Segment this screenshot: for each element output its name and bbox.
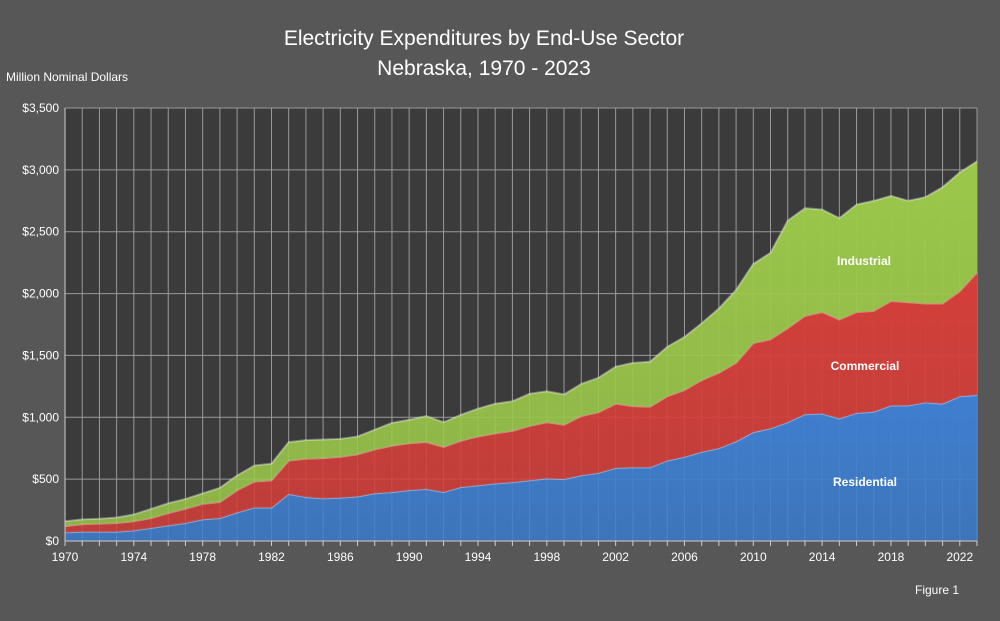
x-tick-label: 1970 (52, 550, 79, 564)
series-label-industrial: Industrial (837, 254, 891, 268)
series-label-residential: Residential (833, 475, 897, 489)
y-tick-label: $3,500 (22, 101, 59, 115)
subtitle-line: Nebraska, 1970 - 2023 (377, 57, 591, 80)
y-tick-label: $1,000 (22, 410, 59, 424)
x-tick-label: 1982 (258, 550, 285, 564)
y-tick-label: $0 (46, 534, 60, 548)
area-edge-industrial (64, 160, 978, 523)
x-tick-label: 1978 (189, 550, 216, 564)
y-tick-label: $3,000 (22, 163, 59, 177)
area-residential (65, 395, 977, 541)
x-tick-label: 2018 (878, 550, 905, 564)
chart-title: Electricity Expenditures by End-Use Sect… (0, 24, 968, 84)
x-tick-label: 2006 (671, 550, 698, 564)
x-tick-label: 2022 (946, 550, 973, 564)
figure-label: Figure 1 (915, 583, 960, 597)
series-label-commercial: Commercial (831, 359, 900, 373)
y-axis-label: Million Nominal Dollars (6, 70, 129, 84)
area-commercial (65, 272, 977, 533)
y-tick-label: $2,500 (22, 225, 59, 239)
x-tick-label: 1990 (396, 550, 423, 564)
x-tick-label: 1994 (465, 550, 492, 564)
x-tick-label: 1974 (120, 550, 147, 564)
x-tick-label: 1986 (327, 550, 354, 564)
x-tick-label: 2002 (602, 550, 629, 564)
x-tick-label: 2014 (809, 550, 836, 564)
area-industrial (65, 161, 977, 527)
y-tick-label: $1,500 (22, 348, 59, 362)
x-tick-label: 1998 (533, 550, 560, 564)
y-tick-label: $500 (32, 472, 59, 486)
x-tick-label: 2010 (740, 550, 767, 564)
y-tick-label: $2,000 (22, 287, 59, 301)
title-line: Electricity Expenditures by End-Use Sect… (283, 27, 685, 50)
